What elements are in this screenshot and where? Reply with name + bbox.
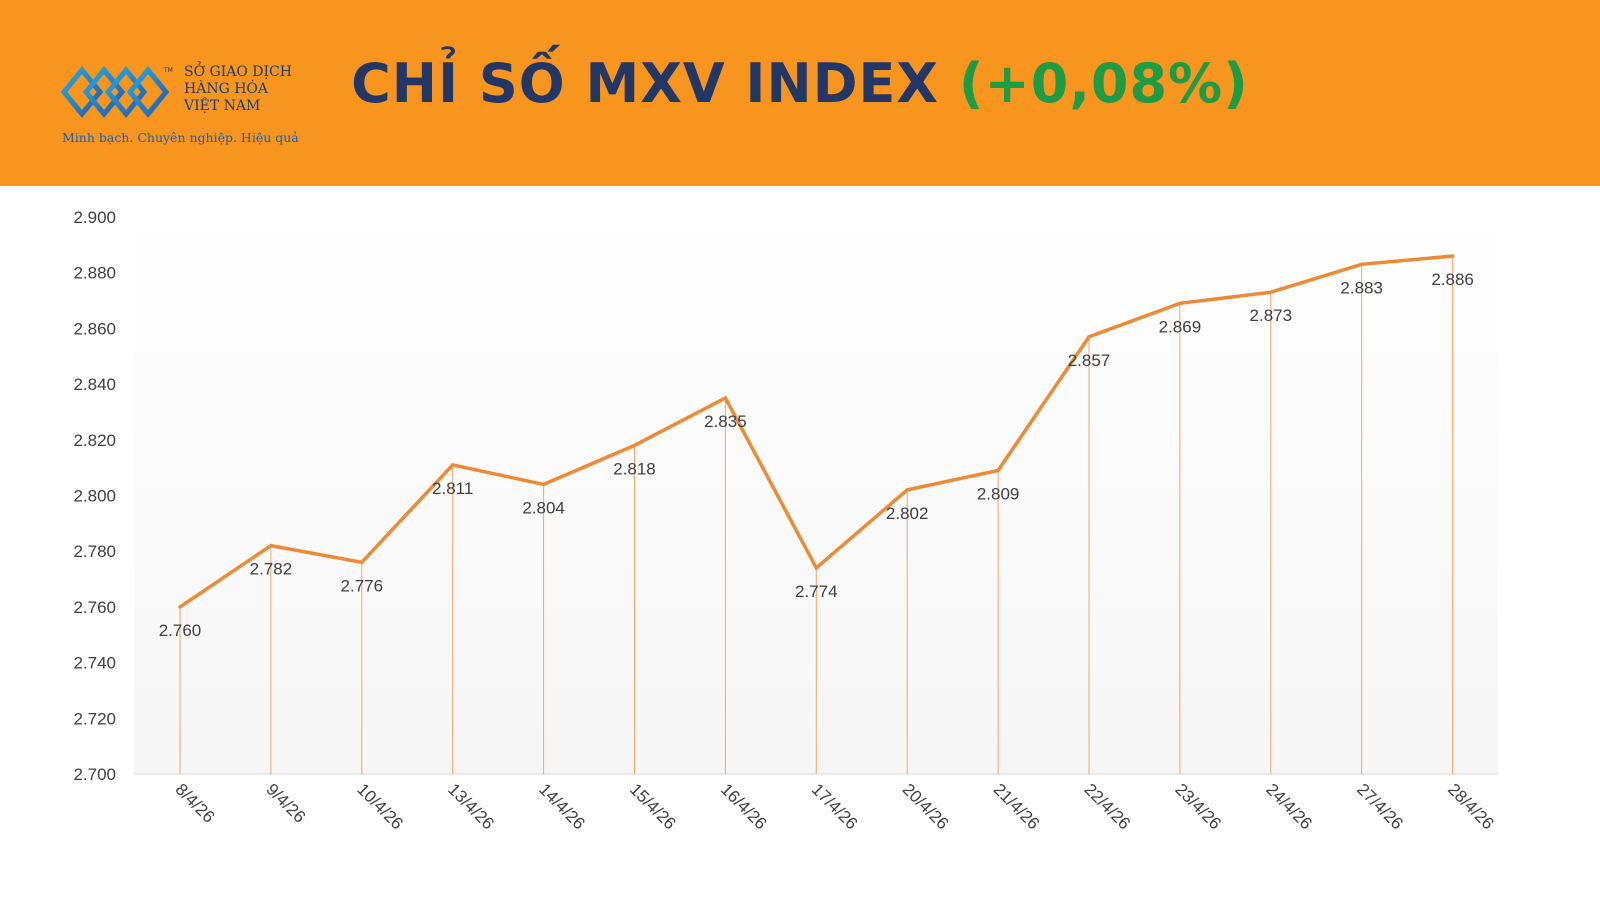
data-point [905,488,909,492]
x-tick-label: 24/4/26 [1262,780,1316,834]
title-text: CHỈ SỐ MXV INDEX [351,52,940,115]
data-label: 2.869 [1159,317,1202,336]
data-label: 2.782 [250,560,293,579]
page-title: CHỈ SỐ MXV INDEX (+0,08%) [0,52,1600,115]
data-label: 2.760 [159,621,202,640]
y-tick-label: 2.780 [73,542,116,561]
data-label: 2.811 [432,479,473,498]
x-tick-label: 14/4/26 [535,780,589,834]
data-label: 2.776 [341,576,384,595]
y-tick-label: 2.820 [73,431,116,450]
data-point [1178,301,1182,305]
x-tick-label: 15/4/26 [626,780,680,834]
mxv-logo-icon: TM [60,66,173,118]
logo-slogan: Minh bạch. Chuyên nghiệp. Hiệu quả [62,130,299,145]
y-tick-label: 2.900 [73,208,116,227]
data-point [451,463,455,467]
y-tick-label: 2.720 [73,709,116,728]
data-label: 2.802 [886,504,929,523]
y-tick-label: 2.700 [73,765,116,784]
x-tick-label: 17/4/26 [808,780,862,834]
line-chart-area: 2.700 2.720 2.740 2.760 2.780 2.800 2.820 2.840… [0,186,1600,900]
data-label: 2.774 [795,582,838,601]
data-point [723,396,727,400]
y-tick-label: 2.800 [73,487,116,506]
y-tick-label: 2.860 [73,319,116,338]
x-tick-label: 8/4/26 [172,780,219,827]
y-tick-label: 2.760 [73,598,116,617]
data-label: 2.857 [1068,351,1111,370]
mxv-logo: TM SỞ GIAO DỊCH HÀNG HÓA VIỆT NAM Minh b… [60,60,320,150]
logo-line-1: SỞ GIAO DỊCH [184,64,292,80]
y-tick-label: 2.740 [73,654,116,673]
data-label: 2.809 [977,484,1020,503]
x-tick-label: 16/4/26 [717,780,771,834]
data-label: 2.835 [704,412,747,431]
x-tick-label: 9/4/26 [262,780,309,827]
data-label: 2.873 [1250,306,1293,325]
data-point [178,605,182,609]
y-tick-label: 2.840 [73,375,116,394]
logo-wordmark: SỞ GIAO DỊCH HÀNG HÓA VIỆT NAM [184,64,324,115]
x-tick-label: 21/4/26 [990,780,1044,834]
data-point [996,468,1000,472]
data-point [1451,254,1455,258]
data-point [1269,290,1273,294]
data-point [269,544,273,548]
x-tick-label: 20/4/26 [899,780,953,834]
logo-line-2: HÀNG HÓA [184,81,268,97]
x-tick-label: 13/4/26 [444,780,498,834]
x-tick-label: 23/4/26 [1171,780,1225,834]
data-label: 2.804 [522,498,565,517]
x-tick-label: 27/4/26 [1353,780,1407,834]
data-label: 2.818 [613,459,656,478]
header-banner: TM SỞ GIAO DỊCH HÀNG HÓA VIỆT NAM Minh b… [0,0,1600,186]
data-label: 2.883 [1340,278,1383,297]
data-point [814,566,818,570]
data-label: 2.886 [1431,270,1474,289]
x-tick-label: 28/4/26 [1444,780,1498,834]
data-point [542,482,546,486]
x-tick-label: 22/4/26 [1081,780,1135,834]
title-change-percent: (+0,08%) [958,52,1249,115]
data-point [1360,262,1364,266]
x-tick-label: 10/4/26 [353,780,407,834]
logo-line-3: VIỆT NAM [184,98,261,114]
data-point [1087,335,1091,339]
data-point [633,443,636,447]
y-tick-label: 2.880 [73,264,116,283]
trademark-mark: TM [163,67,173,74]
line-chart: 2.700 2.720 2.740 2.760 2.780 2.800 2.820 2.840… [73,207,1498,834]
data-point [360,560,364,564]
